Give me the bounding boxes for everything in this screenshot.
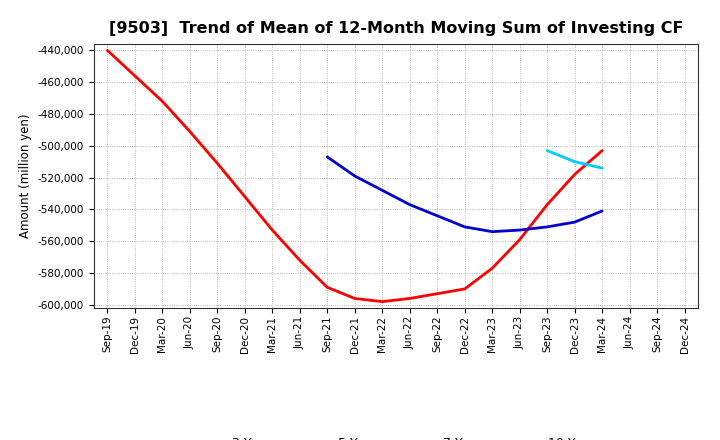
Legend: 3 Years, 5 Years, 7 Years, 10 Years: 3 Years, 5 Years, 7 Years, 10 Years bbox=[186, 432, 606, 440]
Y-axis label: Amount (million yen): Amount (million yen) bbox=[19, 114, 32, 238]
Title: [9503]  Trend of Mean of 12-Month Moving Sum of Investing CF: [9503] Trend of Mean of 12-Month Moving … bbox=[109, 21, 683, 36]
